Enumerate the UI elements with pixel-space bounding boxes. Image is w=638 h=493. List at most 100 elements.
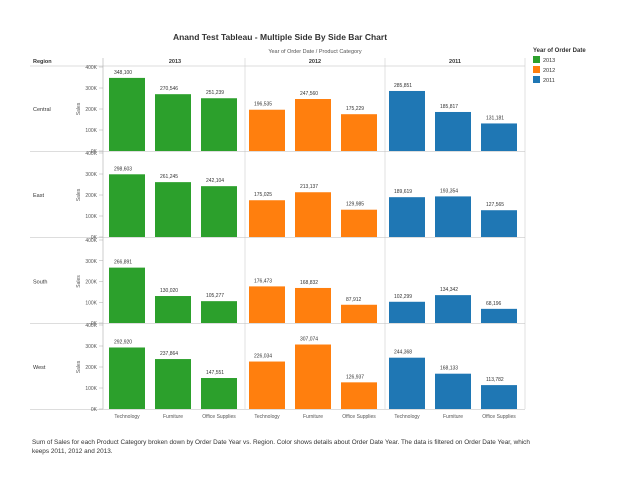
bar-central-2013-technology bbox=[109, 77, 145, 151]
data-label-central-2013-technology: 348,100 bbox=[114, 70, 132, 76]
bar-central-2011-furniture bbox=[435, 111, 471, 151]
bar-south-2012-technology bbox=[249, 286, 285, 323]
bar-central-2012-technology bbox=[249, 109, 285, 151]
data-label-central-2011-office-supplies: 131,181 bbox=[486, 115, 504, 121]
data-label-east-2012-technology: 175,025 bbox=[254, 192, 272, 198]
bar-west-2011-technology bbox=[389, 357, 425, 409]
data-label-east-2013-furniture: 261,245 bbox=[160, 174, 178, 180]
x-tick-2011-furniture: Furniture bbox=[443, 414, 463, 420]
data-label-south-2013-technology: 266,891 bbox=[114, 260, 132, 266]
year-header-2013: 2013 bbox=[169, 59, 181, 65]
y-tick-central-400K: 400K bbox=[85, 65, 97, 71]
y-tick-east-100K: 100K bbox=[85, 214, 97, 220]
y-tick-south-200K: 200K bbox=[85, 280, 97, 286]
bar-east-2011-furniture bbox=[435, 196, 471, 237]
chart-title: Anand Test Tableau - Multiple Side By Si… bbox=[173, 32, 387, 42]
data-label-central-2013-office-supplies: 251,239 bbox=[206, 90, 224, 96]
y-tick-west-100K: 100K bbox=[85, 386, 97, 392]
legend-label-2012: 2012 bbox=[543, 68, 555, 74]
data-label-west-2012-technology: 226,034 bbox=[254, 354, 272, 360]
bar-west-2013-technology bbox=[109, 347, 145, 409]
bar-south-2011-furniture bbox=[435, 295, 471, 323]
data-label-west-2011-technology: 244,368 bbox=[394, 350, 412, 356]
data-label-central-2011-furniture: 185,817 bbox=[440, 104, 458, 110]
y-tick-south-400K: 400K bbox=[85, 238, 97, 244]
bar-south-2013-technology bbox=[109, 267, 145, 323]
x-tick-2011-technology: Technology bbox=[394, 414, 420, 420]
bar-west-2012-technology bbox=[249, 361, 285, 409]
data-label-central-2013-furniture: 270,546 bbox=[160, 86, 178, 92]
data-label-south-2013-furniture: 130,020 bbox=[160, 288, 178, 294]
data-label-west-2013-technology: 292,920 bbox=[114, 339, 132, 345]
x-tick-2013-furniture: Furniture bbox=[163, 414, 183, 420]
data-label-east-2011-technology: 189,619 bbox=[394, 189, 412, 195]
y-tick-south-0K: 0K bbox=[91, 321, 98, 327]
bar-east-2011-technology bbox=[389, 197, 425, 237]
bar-south-2011-office-supplies bbox=[481, 308, 517, 323]
y-tick-east-200K: 200K bbox=[85, 193, 97, 199]
y-tick-west-400K: 400K bbox=[85, 323, 97, 329]
y-tick-east-400K: 400K bbox=[85, 151, 97, 157]
data-label-south-2012-furniture: 168,832 bbox=[300, 280, 318, 286]
y-tick-west-0K: 0K bbox=[91, 407, 98, 413]
bar-central-2012-furniture bbox=[295, 99, 331, 151]
x-tick-2012-office-supplies: Office Supplies bbox=[342, 414, 376, 420]
bar-west-2013-furniture bbox=[155, 359, 191, 409]
x-tick-2013-technology: Technology bbox=[114, 414, 140, 420]
bar-west-2011-furniture bbox=[435, 373, 471, 409]
data-label-south-2011-technology: 102,299 bbox=[394, 294, 412, 300]
y-tick-central-0K: 0K bbox=[91, 149, 98, 155]
data-label-central-2012-technology: 196,535 bbox=[254, 102, 272, 108]
data-label-central-2011-technology: 285,851 bbox=[394, 83, 412, 89]
row-label-east: East bbox=[33, 193, 44, 199]
data-label-east-2011-office-supplies: 127,565 bbox=[486, 202, 504, 208]
bar-west-2012-office-supplies bbox=[341, 382, 377, 409]
bar-south-2011-technology bbox=[389, 301, 425, 323]
bar-east-2013-technology bbox=[109, 174, 145, 237]
y-tick-west-200K: 200K bbox=[85, 365, 97, 371]
row-label-central: Central bbox=[33, 107, 51, 113]
data-label-south-2013-office-supplies: 105,277 bbox=[206, 293, 224, 299]
bar-west-2013-office-supplies bbox=[201, 378, 237, 409]
chart-caption: Sum of Sales for each Product Category b… bbox=[32, 439, 530, 455]
data-label-west-2012-office-supplies: 126,937 bbox=[346, 374, 364, 380]
data-label-west-2011-furniture: 168,133 bbox=[440, 366, 458, 372]
bar-east-2011-office-supplies bbox=[481, 210, 517, 237]
legend-title: Year of Order Date bbox=[533, 48, 586, 54]
y-tick-south-300K: 300K bbox=[85, 259, 97, 265]
x-tick-2012-technology: Technology bbox=[254, 414, 280, 420]
bar-central-2011-office-supplies bbox=[481, 123, 517, 151]
data-label-east-2012-furniture: 213,137 bbox=[300, 184, 318, 190]
y-axis-label-south: Sales bbox=[76, 275, 82, 288]
y-tick-central-100K: 100K bbox=[85, 128, 97, 134]
row-label-west: West bbox=[33, 365, 46, 371]
data-label-central-2012-furniture: 247,560 bbox=[300, 91, 318, 97]
bar-central-2013-office-supplies bbox=[201, 98, 237, 151]
data-label-west-2012-furniture: 307,074 bbox=[300, 337, 318, 343]
bar-central-2011-technology bbox=[389, 90, 425, 151]
region-header: Region bbox=[33, 59, 52, 65]
bar-east-2012-technology bbox=[249, 200, 285, 237]
bar-west-2012-furniture bbox=[295, 344, 331, 409]
column-header-title: Year of Order Date / Product Category bbox=[268, 49, 362, 55]
bar-west-2011-office-supplies bbox=[481, 385, 517, 409]
bar-east-2013-office-supplies bbox=[201, 186, 237, 237]
y-tick-east-0K: 0K bbox=[91, 235, 98, 241]
bar-south-2013-office-supplies bbox=[201, 301, 237, 323]
bar-south-2012-office-supplies bbox=[341, 304, 377, 323]
y-axis-label-west: Sales bbox=[76, 360, 82, 373]
data-label-south-2011-furniture: 134,342 bbox=[440, 287, 458, 293]
y-axis-label-east: Sales bbox=[76, 188, 82, 201]
y-tick-central-200K: 200K bbox=[85, 107, 97, 113]
bar-central-2012-office-supplies bbox=[341, 114, 377, 151]
data-label-south-2011-office-supplies: 68,196 bbox=[486, 301, 502, 307]
bar-east-2012-office-supplies bbox=[341, 209, 377, 237]
legend-swatch-2011 bbox=[533, 76, 540, 83]
x-tick-2013-office-supplies: Office Supplies bbox=[202, 414, 236, 420]
year-header-2011: 2011 bbox=[449, 59, 461, 65]
data-label-east-2012-office-supplies: 129,985 bbox=[346, 202, 364, 208]
legend-swatch-2013 bbox=[533, 56, 540, 63]
data-label-south-2012-office-supplies: 87,912 bbox=[346, 297, 362, 303]
bar-east-2013-furniture bbox=[155, 182, 191, 237]
